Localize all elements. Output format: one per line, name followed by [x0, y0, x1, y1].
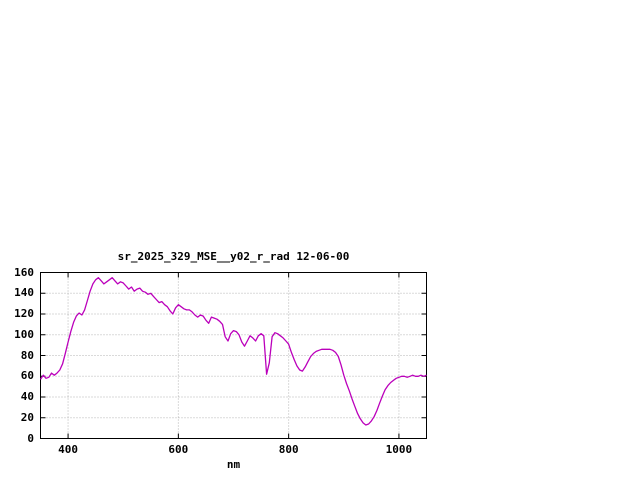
- y-tick-label: 40: [20, 390, 34, 403]
- chart-title: sr_2025_329_MSE__y02_r_rad 12-06-00: [117, 250, 350, 263]
- x-axis-label: nm: [226, 458, 241, 471]
- y-tick-label: 0: [27, 431, 34, 445]
- y-tick-label: 20: [20, 410, 34, 424]
- y-tick-label: 140: [14, 286, 34, 300]
- x-tick-label: 400: [58, 443, 78, 456]
- x-tick-label: 1000: [385, 443, 413, 456]
- y-tick-label: 100: [14, 327, 34, 341]
- spectrum-curve: [39, 277, 427, 426]
- x-tick-label: 600: [168, 443, 189, 456]
- x-tick-label: 800: [278, 443, 299, 456]
- y-tick-label: 160: [14, 265, 34, 279]
- y-tick-label: 60: [20, 369, 34, 383]
- y-tick-label: 120: [14, 307, 34, 320]
- y-tick-label: 80: [20, 348, 34, 362]
